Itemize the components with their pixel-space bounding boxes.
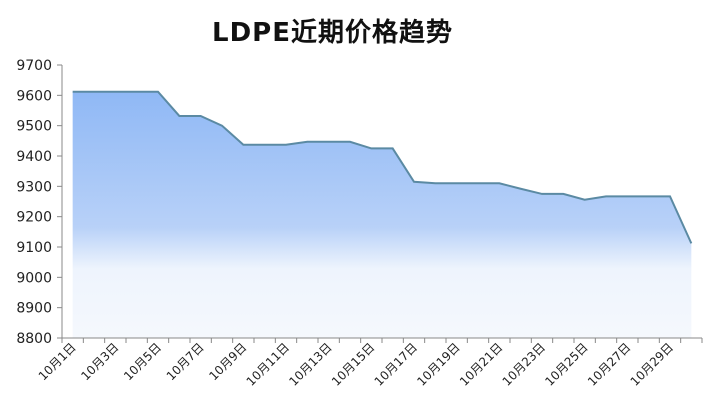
y-tick-label: 8800 xyxy=(16,331,52,347)
x-tick-label: 10月7日 xyxy=(164,340,207,383)
x-tick-label: 10月15日 xyxy=(329,340,377,388)
x-tick-label: 10月21日 xyxy=(457,340,505,388)
x-tick-label: 10月3日 xyxy=(78,340,121,383)
x-tick-label: 10月23日 xyxy=(500,340,548,388)
x-tick-label: 10月29日 xyxy=(628,340,676,388)
y-tick-label: 9300 xyxy=(16,179,52,195)
x-tick-label: 10月13日 xyxy=(286,340,334,388)
y-tick-label: 9600 xyxy=(16,88,52,104)
y-tick-label: 8900 xyxy=(16,301,52,317)
y-tick-label: 9700 xyxy=(16,58,52,74)
x-tick-label: 10月9日 xyxy=(206,340,249,383)
x-tick-label: 10月11日 xyxy=(244,340,292,388)
y-tick-label: 9400 xyxy=(16,149,52,165)
y-tick-label: 9500 xyxy=(16,119,52,135)
area-fill xyxy=(72,91,692,339)
y-tick-label: 9100 xyxy=(16,240,52,256)
y-tick-label: 9000 xyxy=(16,270,52,286)
series-line xyxy=(72,90,693,244)
y-tick-label: 9200 xyxy=(16,210,52,226)
x-tick-label: 10月27日 xyxy=(585,340,633,388)
x-tick-label: 10月19日 xyxy=(414,340,462,388)
x-tick-label: 10月17日 xyxy=(372,340,420,388)
x-tick-label: 10月5日 xyxy=(121,340,164,383)
x-tick-label: 10月25日 xyxy=(542,340,590,388)
chart-title: LDPE近期价格趋势 xyxy=(212,18,453,48)
